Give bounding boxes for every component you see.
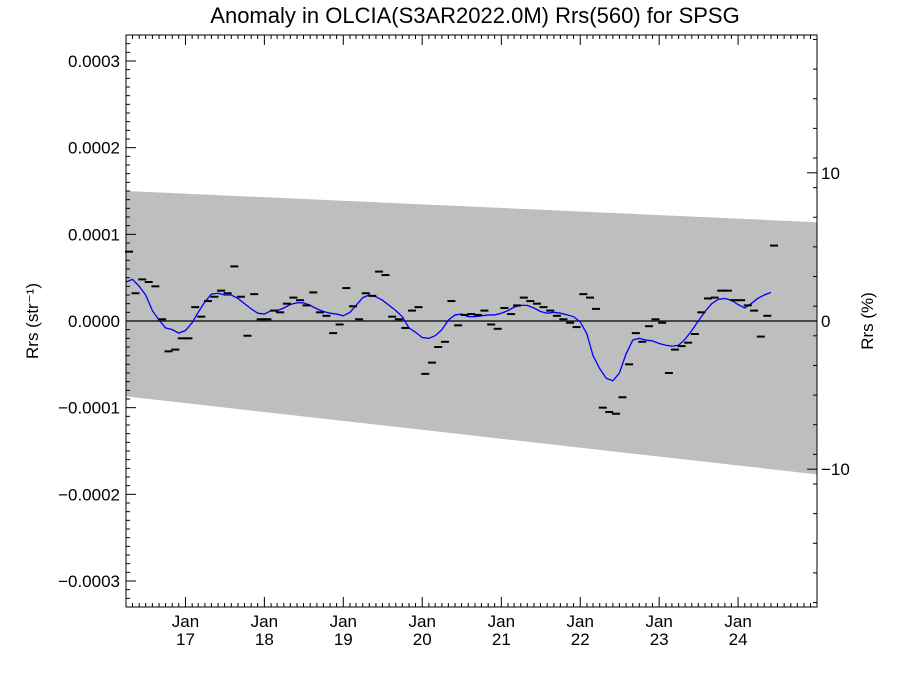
x-tick-label-year: 21 (492, 630, 511, 649)
y-tick-label-left: 0.0001 (68, 225, 120, 244)
x-tick-label-month: Jan (724, 612, 751, 631)
x-tick-label-month: Jan (330, 612, 357, 631)
chart-title: Anomaly in OLCIA(S3AR2022.0M) Rrs(560) f… (210, 3, 739, 28)
y-tick-label-left: −0.0003 (58, 572, 120, 591)
x-tick-label-month: Jan (488, 612, 515, 631)
x-tick-label-month: Jan (408, 612, 435, 631)
x-tick-label-year: 22 (571, 630, 590, 649)
x-tick-label-year: 20 (413, 630, 432, 649)
y-tick-label-left: 0.0002 (68, 139, 120, 158)
y-tick-label-right: −10 (821, 460, 850, 479)
x-tick-label-year: 19 (334, 630, 353, 649)
y-tick-label-left: 0.0000 (68, 312, 120, 331)
left-y-axis: 0.0003 0.0002 0.0001 0.0000 −0.0001 −0.0002 −0… (58, 34, 136, 608)
x-tick-label-year: 24 (729, 630, 748, 649)
anomaly-points-layer (125, 244, 778, 415)
x-tick-label-month: Jan (172, 612, 199, 631)
x-tick-label-year: 18 (255, 630, 274, 649)
x-tick-label-year: 17 (176, 630, 195, 649)
x-tick-label-month: Jan (251, 612, 278, 631)
x-tick-label-month: Jan (567, 612, 594, 631)
x-tick-label-month: Jan (645, 612, 672, 631)
right-y-axis: 10 0 −10 (807, 38, 850, 604)
y-tick-label-left: −0.0002 (58, 485, 120, 504)
y-tick-label-left: 0.0003 (68, 52, 120, 71)
running-mean-layer (125, 278, 772, 382)
envelope-layer (126, 191, 817, 475)
y-tick-label-right: 10 (821, 164, 840, 183)
y-axis-label-right: Rrs (%) (858, 292, 877, 350)
y-tick-label-left: −0.0001 (58, 399, 120, 418)
running-mean-line (125, 278, 772, 382)
y-axis-label-left: Rrs (str⁻¹) (23, 283, 42, 359)
uncertainty-envelope (126, 191, 817, 475)
x-tick-label-year: 23 (650, 630, 669, 649)
y-tick-label-right: 0 (821, 312, 830, 331)
